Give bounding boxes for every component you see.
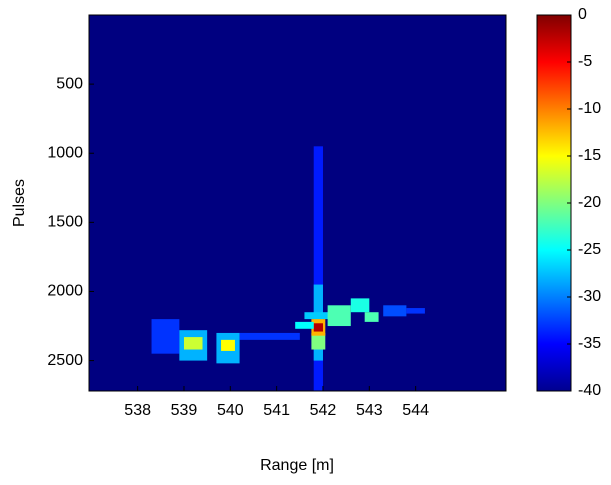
heatmap-cell <box>221 339 235 351</box>
heatmap-cell <box>313 323 323 332</box>
x-tick-label: 543 <box>356 402 383 419</box>
colorbar <box>536 14 572 392</box>
x-tick-label: 540 <box>217 402 244 419</box>
x-tick-label: 538 <box>124 402 151 419</box>
heatmap-cell <box>183 337 203 350</box>
y-tick-label: 500 <box>56 75 83 92</box>
colorbar-tick-label: -40 <box>578 382 601 399</box>
heatmap-cell <box>311 332 326 350</box>
heatmap-cell <box>295 321 314 329</box>
y-axis-label: Pulses <box>11 179 28 227</box>
heatmap-cell <box>304 312 333 320</box>
heatmap-cell <box>350 298 370 313</box>
heatmap-cell <box>383 305 407 317</box>
plot-frame <box>88 14 507 392</box>
heatmap-cell <box>327 305 351 327</box>
y-tick-label: 1000 <box>47 144 83 161</box>
colorbar-tick-label: 0 <box>578 6 587 23</box>
y-tick-label: 2000 <box>47 283 83 300</box>
x-axis-label: Range [m] <box>260 457 334 474</box>
x-tick-label: 539 <box>171 402 198 419</box>
heatmap-cell <box>151 319 180 354</box>
x-tick-label: 544 <box>402 402 429 419</box>
colorbar-tick-label: -25 <box>578 241 601 258</box>
heatmap-cell <box>364 312 379 322</box>
colorbar-tick-label: -10 <box>578 100 601 117</box>
x-tick-label: 541 <box>263 402 290 419</box>
colorbar-tick-label: -5 <box>578 53 592 70</box>
colorbar-tick-label: -35 <box>578 335 601 352</box>
y-tick-label: 2500 <box>47 352 83 369</box>
heatmap-cell <box>406 308 425 314</box>
colorbar-tick-label: -30 <box>578 288 601 305</box>
colorbar-tick-label: -15 <box>578 147 601 164</box>
heatmap-cell <box>313 146 323 391</box>
x-tick-label: 542 <box>310 402 337 419</box>
y-tick-label: 1500 <box>47 214 83 231</box>
heatmap-cell <box>239 332 300 340</box>
colorbar-tick-label: -20 <box>578 194 601 211</box>
